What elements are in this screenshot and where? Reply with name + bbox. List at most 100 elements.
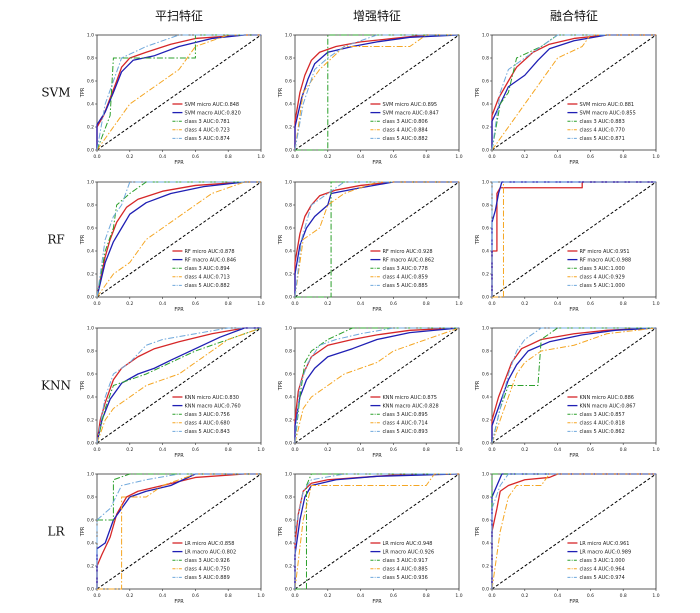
legend-entry: LR macro AUC:0.926 — [382, 549, 434, 555]
y-tick-label: 0.2 — [87, 418, 94, 424]
legend-entry: KNN macro AUC:0.828 — [382, 403, 438, 409]
x-tick-label: 0.0 — [291, 154, 298, 160]
legend-entry: KNN macro AUC:0.867 — [579, 403, 635, 409]
y-tick-label: 0.4 — [482, 102, 489, 108]
x-tick-label: 0.6 — [587, 447, 594, 453]
y-tick-label: 0.8 — [285, 56, 292, 62]
chance-line — [96, 473, 262, 590]
roc-curve-micro — [491, 34, 656, 150]
roc-curve-micro — [294, 34, 459, 150]
x-tick-label: 0.2 — [521, 447, 528, 453]
y-tick-label: 0.0 — [87, 441, 94, 447]
x-tick-label: 0.8 — [620, 447, 627, 453]
roc-curve-class4 — [294, 473, 459, 590]
x-tick-label: 0.4 — [357, 301, 364, 307]
roc-curve-class4 — [492, 181, 656, 298]
x-tick-label: 0.8 — [225, 447, 232, 453]
x-axis-label: FPR — [372, 453, 382, 459]
roc-curve-class5 — [294, 181, 459, 298]
roc-panel: 0.00.0 0.2 0.2 0.4 0.4 0.6 0.6 0.8 0.8 1.0 1.0 FPR T… — [475, 472, 660, 605]
legend-entry: class 3 AUC:0.895 — [382, 412, 427, 418]
legend-entry: class 5 AUC:0.889 — [184, 575, 229, 581]
y-tick-label: 0.6 — [482, 226, 489, 232]
roc-curve-class5 — [96, 181, 261, 298]
roc-curve-class4 — [491, 34, 656, 151]
roc-curve-macro — [294, 181, 459, 297]
roc-curve-class5 — [491, 473, 656, 589]
roc-panel: 0.00.0 0.2 0.2 0.4 0.4 0.6 0.6 0.8 0.8 1.0 1.0 FPR T… — [80, 33, 265, 166]
y-tick-label: 0.6 — [87, 518, 94, 524]
x-tick-label: 0.0 — [488, 301, 495, 307]
x-tick-label: 0.8 — [620, 593, 627, 599]
legend-entry: class 5 AUC:0.871 — [579, 136, 624, 142]
x-tick-label: 1.0 — [652, 593, 659, 599]
legend-entry: KNN micro AUC:0.830 — [184, 395, 239, 401]
roc-panel: 0.00.0 0.2 0.2 0.4 0.4 0.6 0.6 0.8 0.8 1.0 1.0 FPR T… — [80, 326, 265, 459]
chance-line — [294, 327, 460, 444]
roc-curve-class5 — [96, 473, 261, 589]
y-tick-label: 1.0 — [285, 472, 292, 478]
legend-entry: class 3 AUC:0.883 — [579, 119, 624, 125]
x-axis-label: FPR — [174, 453, 184, 459]
y-tick-label: 0.2 — [87, 272, 94, 278]
roc-panel: 0.00.0 0.2 0.2 0.4 0.4 0.6 0.6 0.8 0.8 1.0 1.0 FPR T… — [475, 33, 660, 166]
y-tick-label: 0.6 — [482, 372, 489, 378]
roc-curve-micro — [491, 181, 656, 297]
x-axis-label: FPR — [174, 307, 184, 313]
legend-entry: class 3 AUC:0.806 — [382, 119, 427, 125]
x-tick-label: 1.0 — [455, 301, 462, 307]
legend-entry: class 4 AUC:0.723 — [184, 128, 229, 134]
y-tick-label: 0.6 — [87, 226, 94, 232]
legend-entry: class 3 AUC:1.000 — [579, 266, 624, 272]
roc-curve-class5 — [96, 34, 261, 151]
x-tick-label: 0.6 — [192, 447, 199, 453]
roc-curve-macro — [491, 34, 656, 150]
roc-panel: 0.00.0 0.2 0.2 0.4 0.4 0.6 0.6 0.8 0.8 1.0 1.0 FPR T… — [278, 472, 463, 605]
roc-curve-class3 — [96, 181, 261, 298]
x-tick-label: 0.8 — [423, 154, 430, 160]
y-tick-label: 0.8 — [87, 495, 94, 501]
roc-curve-class4 — [491, 327, 657, 444]
legend-entry: RF micro AUC:0.878 — [184, 249, 234, 255]
roc-curve-class5 — [294, 473, 459, 589]
y-tick-label: 0.0 — [285, 148, 292, 154]
chance-line — [96, 34, 262, 151]
x-tick-label: 1.0 — [455, 447, 462, 453]
y-tick-label: 0.8 — [285, 203, 292, 209]
y-tick-label: 0.4 — [87, 102, 94, 108]
y-tick-label: 0.2 — [87, 564, 94, 570]
roc-curve-class4 — [96, 34, 261, 151]
roc-curve-micro — [294, 327, 460, 443]
y-tick-label: 0.0 — [482, 441, 489, 447]
x-tick-label: 1.0 — [455, 593, 462, 599]
x-axis-label: FPR — [569, 453, 579, 459]
legend-entry: class 4 AUC:0.713 — [184, 275, 229, 281]
y-tick-label: 0.4 — [285, 102, 292, 108]
legend-entry: class 4 AUC:0.714 — [382, 421, 427, 427]
x-tick-label: 0.4 — [554, 301, 561, 307]
x-tick-label: 0.2 — [521, 301, 528, 307]
chance-line — [491, 473, 657, 590]
x-tick-label: 0.0 — [488, 447, 495, 453]
y-tick-label: 0.4 — [482, 249, 489, 255]
chance-line — [294, 473, 460, 590]
x-tick-label: 0.6 — [587, 593, 594, 599]
y-axis-label: TPR — [475, 234, 481, 245]
legend-entry: LR macro AUC:0.802 — [184, 549, 236, 555]
y-tick-label: 0.6 — [285, 518, 292, 524]
x-axis-label: FPR — [174, 599, 184, 605]
legend-entry: LR micro AUC:0.858 — [184, 541, 234, 547]
legend-entry: class 5 AUC:0.882 — [184, 283, 229, 289]
y-axis-label: TPR — [80, 234, 86, 245]
roc-curve-macro — [96, 327, 261, 444]
x-tick-label: 0.8 — [620, 154, 627, 160]
x-tick-label: 0.2 — [324, 447, 331, 453]
x-axis-label: FPR — [569, 160, 579, 166]
y-tick-label: 1.0 — [482, 326, 489, 332]
roc-curve-class5 — [294, 327, 459, 444]
y-tick-label: 0.0 — [482, 587, 489, 593]
roc-curve-micro — [294, 181, 459, 297]
legend-entry: class 4 AUC:0.680 — [184, 421, 229, 427]
y-axis-label: TPR — [475, 380, 481, 391]
